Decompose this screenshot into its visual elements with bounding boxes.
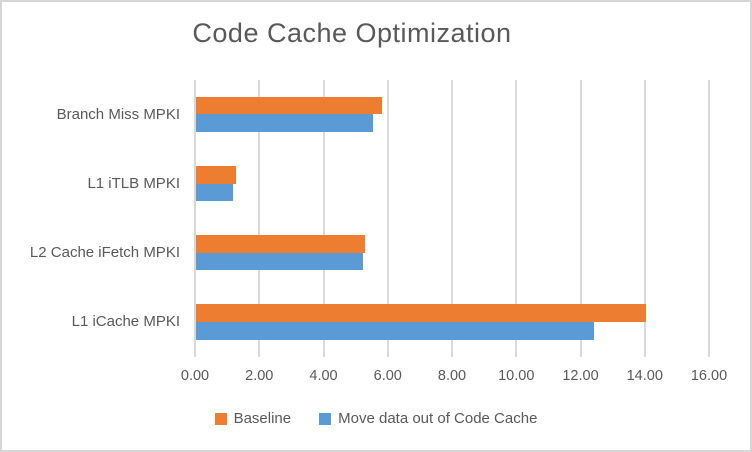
gridline [322,80,325,357]
legend-item: Baseline [214,410,292,427]
gridline [515,80,518,357]
x-axis-tick-label: 6.00 [373,368,402,384]
gridline [258,80,261,357]
legend-swatch-icon [214,412,227,425]
bar-move-data-out-of-code-cache [196,252,364,271]
y-axis: Branch Miss MPKI L1 iTLB MPKI L2 Cache iFe… [2,80,182,357]
gridline [451,80,453,357]
x-axis-tick-label: 10.00 [498,368,535,384]
bar-baseline [196,304,646,323]
x-axis-tick-label: 8.00 [437,368,467,384]
legend: Baseline Move data out of Code Cache [2,410,750,427]
x-axis: 0.00 2.00 4.00 6.00 8.00 10.00 12.00 14.00 16.00 [2,368,750,386]
bar-move-data-out-of-code-cache [196,114,373,132]
bar-move-data-out-of-code-cache [196,322,595,340]
x-axis-tick-label: 2.00 [245,368,274,384]
legend-label: Baseline [233,410,292,427]
bar-baseline [196,165,237,184]
category-label: L1 iCache MPKI [71,313,180,331]
x-axis-tick-label: 0.00 [180,368,210,384]
gridline [194,80,196,357]
legend-item: Move data out of Code Cache [319,410,537,427]
legend-label: Move data out of Code Cache [338,410,538,427]
gridline [643,80,646,357]
x-axis-tick-label: 16.00 [690,368,728,384]
bar-baseline [196,96,383,115]
plot-area [194,80,710,357]
chart-title: Code Cache Optimization [192,18,512,48]
bar-baseline [196,235,365,253]
category-label: Branch Miss MPKI [56,105,180,123]
category-label: L1 iTLB MPKI [87,174,180,192]
gridline [708,80,710,357]
legend-swatch-icon [319,412,332,425]
gridline [579,80,582,357]
category-label: L2 Cache iFetch MPKI [29,244,180,262]
gridline [386,80,389,357]
x-axis-tick-label: 14.00 [626,368,663,384]
bar-move-data-out-of-code-cache [196,183,233,202]
x-axis-tick-label: 4.00 [309,368,338,384]
x-axis-tick-label: 12.00 [562,368,599,384]
